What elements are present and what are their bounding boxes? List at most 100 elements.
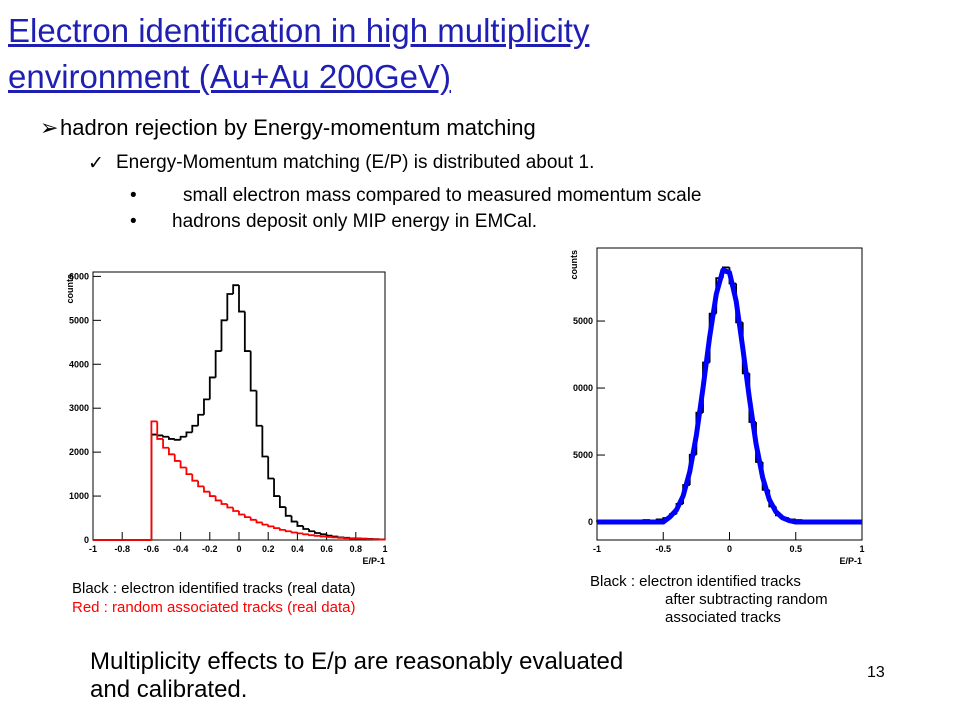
x-tick-label: 0.5: [789, 544, 802, 554]
histogram-bin: [308, 529, 315, 533]
histogram-bin: [208, 376, 216, 400]
histogram-bin: [150, 420, 158, 540]
histogram-bin: [179, 460, 187, 469]
caption: Black : electron identified tracks: [590, 573, 801, 590]
fit-curve: [597, 267, 862, 525]
histogram-bin: [284, 529, 292, 533]
histogram-bin: [314, 531, 321, 534]
y-tick-label: 4000: [69, 359, 89, 369]
caption: Black : electron identified tracks (real…: [72, 580, 356, 597]
x-tick-label: 0.8: [350, 544, 363, 554]
histogram-bin: [261, 425, 269, 458]
y-tick-label: 5000: [573, 316, 593, 326]
y-axis-label: counts: [65, 274, 75, 304]
histogram-bin: [226, 293, 234, 321]
x-tick-label: 0.4: [291, 544, 304, 554]
histogram-bin: [273, 526, 280, 530]
histogram-bin: [302, 525, 310, 530]
histogram-bin: [173, 438, 181, 441]
caption: after subtracting random: [665, 591, 828, 608]
histogram-bin: [243, 311, 251, 352]
conclusion: and calibrated.: [90, 676, 248, 703]
histogram-bin: [162, 438, 169, 449]
dot: •: [130, 185, 137, 206]
dot-text: hadrons deposit only MIP energy in EMCal…: [172, 211, 538, 232]
histogram-bin: [296, 532, 304, 535]
histogram-bin: [302, 533, 310, 536]
histogram-bin: [203, 486, 210, 493]
y-tick-label: 0: [588, 517, 593, 527]
histogram-bin: [168, 436, 175, 440]
y-tick-label: 0: [84, 535, 89, 545]
y-tick-label: 1000: [69, 491, 89, 501]
histogram-bin: [226, 503, 234, 509]
check-mark: ✓: [88, 153, 104, 174]
histogram-bin: [168, 447, 175, 456]
x-tick-label: -0.2: [202, 544, 218, 554]
y-tick-label: 0000: [573, 383, 593, 393]
check-text: Energy-Momentum matching (E/P) is distri…: [116, 152, 595, 173]
histogram-bin: [284, 507, 292, 517]
histogram-bin: [255, 390, 263, 427]
histogram-bin: [255, 519, 263, 524]
histogram-bin: [220, 319, 228, 352]
title-line: environment (Au+Au 200GeV): [8, 58, 452, 95]
page-number: 13: [867, 664, 885, 681]
y-tick-label: 6000: [69, 271, 89, 281]
histogram-bin: [191, 474, 199, 482]
histogram-bin: [319, 532, 327, 536]
x-tick-label: 1: [382, 544, 387, 554]
histogram-bin: [290, 531, 298, 534]
histogram-bin: [273, 478, 280, 497]
histogram-bin: [232, 284, 239, 294]
x-tick-label: 0.2: [262, 544, 275, 554]
histogram-bin: [191, 424, 199, 433]
x-tick-label: 0: [236, 544, 241, 554]
histogram-bin: [290, 515, 298, 523]
dot: •: [130, 211, 137, 232]
caption: associated tracks: [665, 609, 781, 626]
histogram-bin: [308, 534, 315, 537]
histogram-bin: [238, 511, 245, 516]
x-tick-label: -1: [89, 544, 97, 554]
histogram-bin: [185, 467, 193, 475]
conclusion: Multiplicity effects to E/p are reasonab…: [90, 648, 624, 675]
plot-frame: [596, 247, 863, 541]
y-tick-label: 3000: [69, 403, 89, 413]
x-axis-label: E/P-1: [362, 556, 385, 566]
x-tick-label: -0.8: [114, 544, 130, 554]
histogram-bin: [296, 521, 304, 527]
histogram-bin: [314, 534, 321, 537]
y-tick-label: 2000: [69, 447, 89, 457]
y-tick-label: 5000: [69, 315, 89, 325]
y-axis-label: counts: [569, 250, 579, 280]
x-tick-label: -0.6: [144, 544, 160, 554]
y-tick-label: 5000: [573, 450, 593, 460]
histogram-bin: [197, 413, 204, 426]
histogram-bin: [243, 514, 251, 519]
histogram-bin: [249, 517, 257, 521]
x-tick-label: 0: [727, 544, 732, 554]
histogram-bin: [214, 350, 222, 378]
histogram-bin: [267, 456, 275, 480]
histogram-bin: [278, 528, 286, 531]
histogram-bin: [197, 480, 204, 488]
dot-text: small electron mass compared to measured…: [183, 185, 702, 206]
histogram-bin: [249, 351, 257, 392]
histogram-bin: [156, 421, 164, 440]
x-tick-label: 0.6: [320, 544, 333, 554]
histogram-bin: [179, 435, 187, 440]
histogram-bin: [261, 522, 269, 526]
x-axis-label: E/P-1: [839, 556, 862, 566]
title-line: Electron identification in high multipli…: [8, 12, 590, 49]
histogram-bin: [278, 496, 286, 508]
histogram-bin: [267, 524, 275, 528]
histogram-bin: [203, 398, 210, 415]
histogram-bin: [331, 535, 339, 538]
caption: Red : random associated tracks (real dat…: [72, 599, 356, 616]
histogram-bin: [162, 435, 169, 438]
histogram-bin: [232, 507, 239, 512]
histogram-bin: [325, 534, 333, 537]
